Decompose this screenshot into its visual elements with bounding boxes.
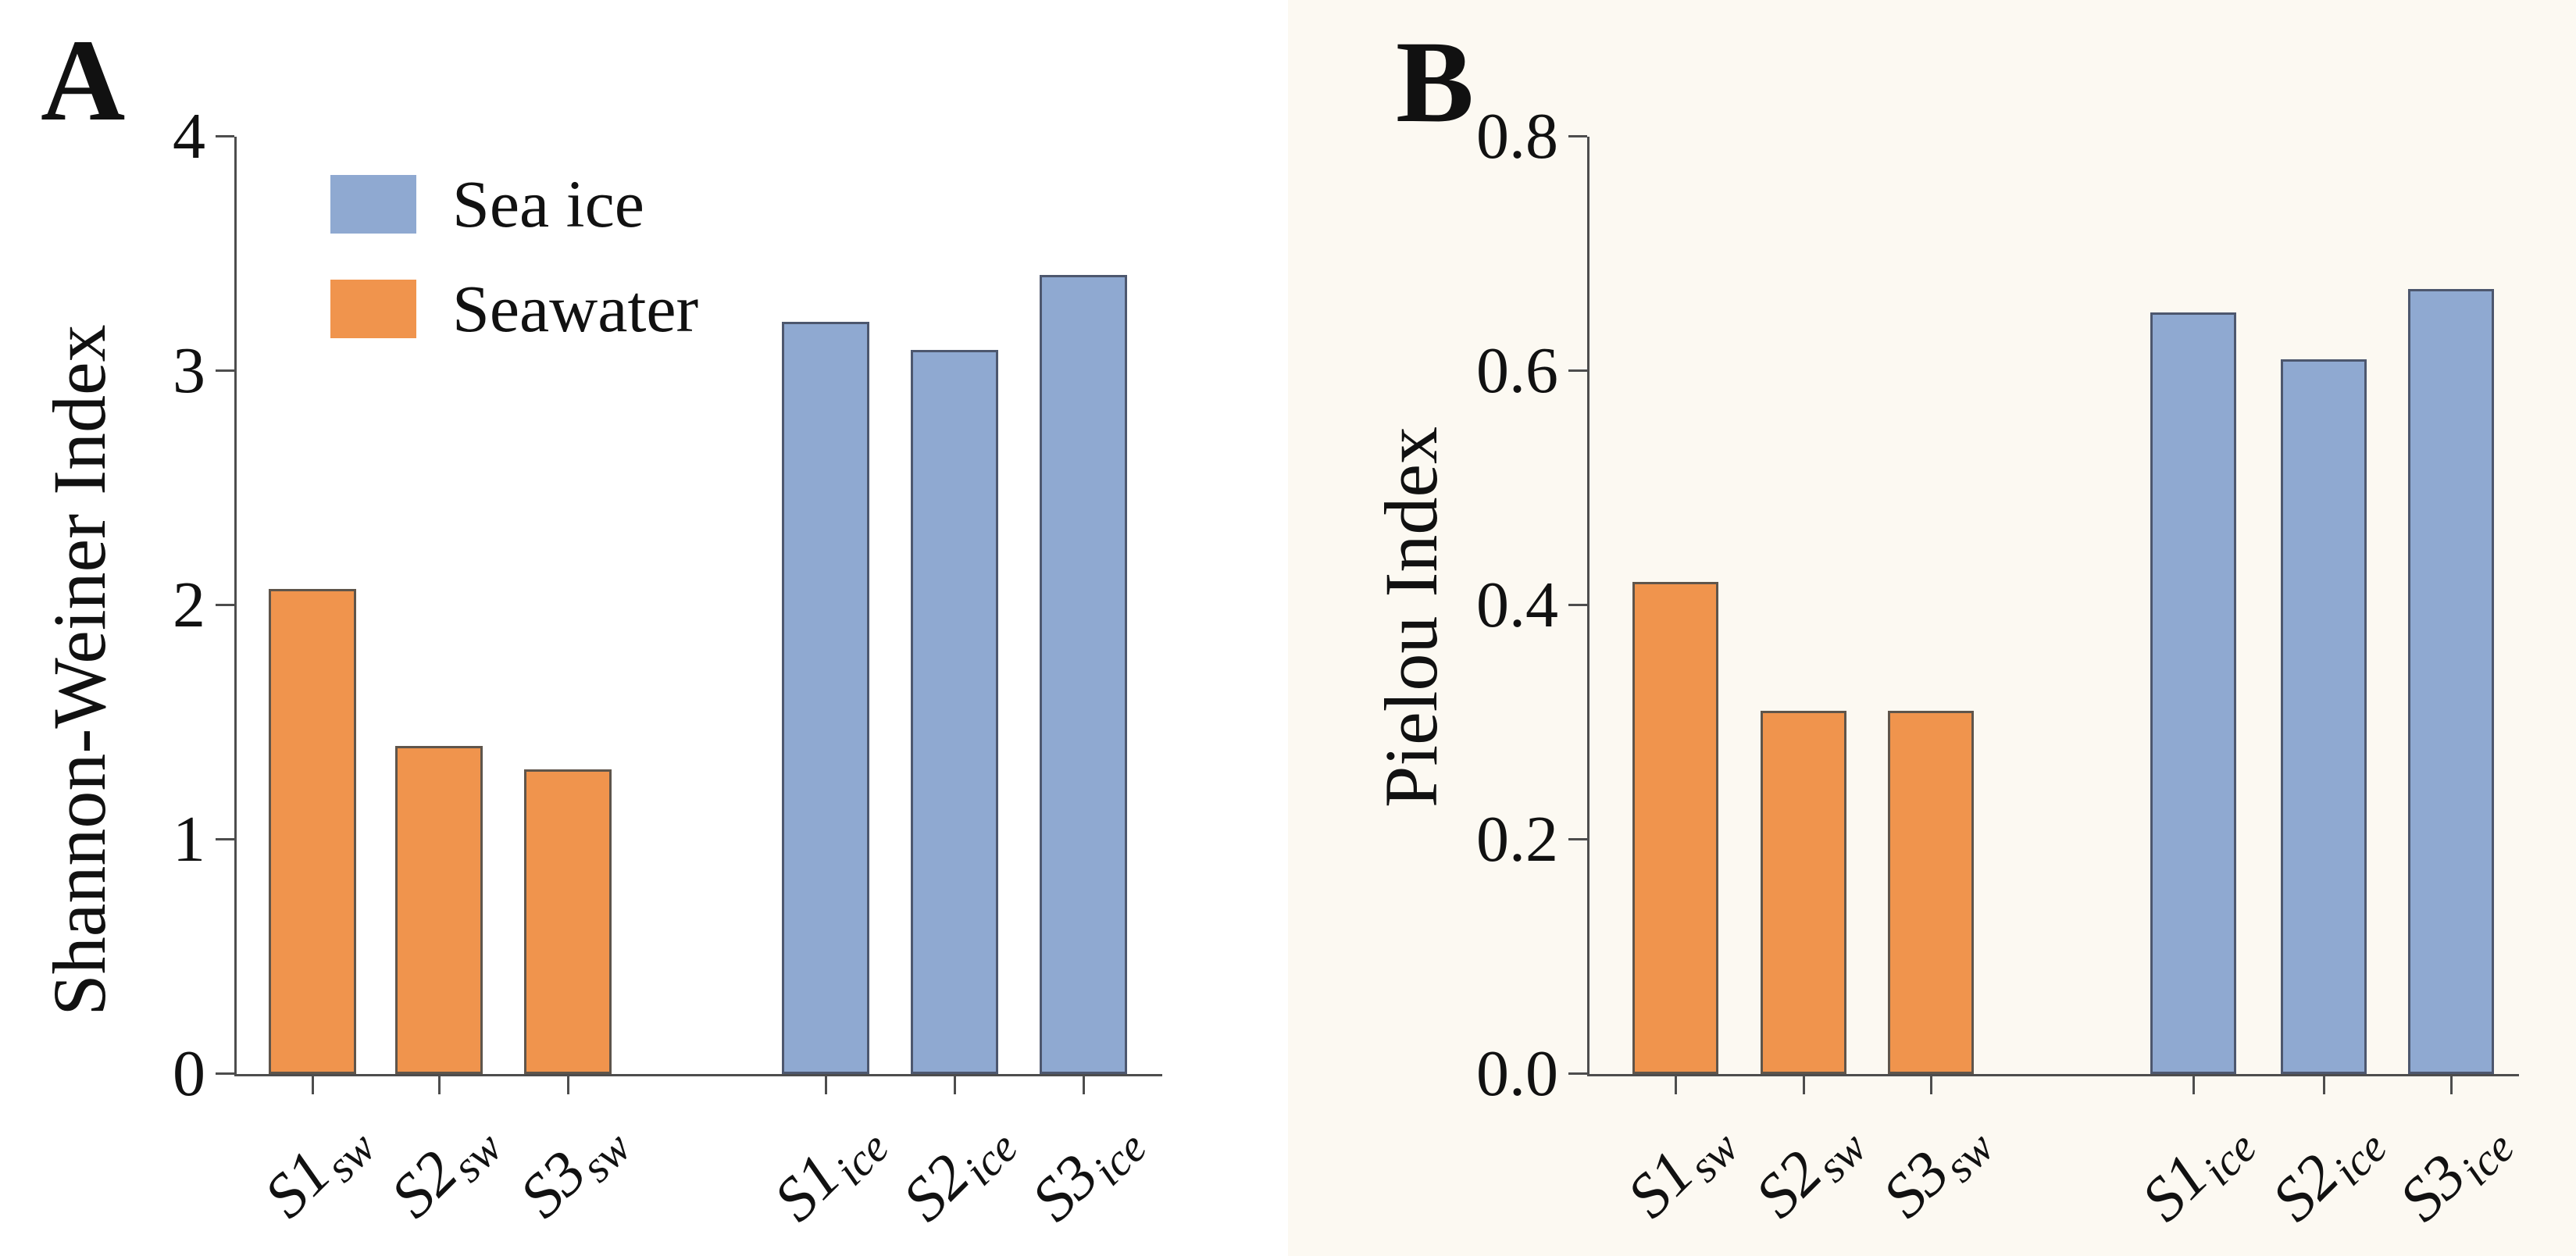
legend-label-sea-ice: Sea ice	[452, 166, 644, 241]
x-tick-mark	[311, 1074, 314, 1094]
x-tick-mark	[2322, 1074, 2325, 1094]
bar-S3ice	[1040, 275, 1127, 1074]
y-tick-mark	[1568, 369, 1587, 372]
y-tick-mark	[216, 369, 234, 372]
x-tick-mark	[1802, 1074, 1805, 1094]
x-tick-mark	[437, 1074, 441, 1094]
x-tick-mark	[2449, 1074, 2453, 1094]
y-tick-label: 2	[173, 569, 205, 641]
panel-A-plot-area: 0 1 2 3 4 S1sw S2sw S3sw S1ice S2ice S3ice	[173, 104, 1162, 1234]
x-tick-mark	[566, 1074, 569, 1094]
bar-S3sw	[524, 769, 612, 1074]
bar-S2ice	[2281, 359, 2367, 1074]
seawater-swatch	[330, 279, 416, 338]
legend-item-sea-ice: Sea ice	[330, 170, 698, 237]
y-tick-mark	[216, 1072, 234, 1075]
x-tick-mark	[2192, 1074, 2195, 1094]
y-tick-label: 4	[173, 100, 205, 173]
x-tick-mark	[1929, 1074, 1932, 1094]
y-tick-mark	[1568, 135, 1587, 137]
y-tick-mark	[216, 838, 234, 840]
bar-S2ice	[911, 350, 998, 1074]
y-tick-label: 0.8	[1476, 100, 1558, 173]
x-tick-mark	[1674, 1074, 1677, 1094]
x-tick-mark	[1082, 1074, 1085, 1094]
y-tick-mark	[1568, 1072, 1587, 1075]
y-tick-mark	[216, 135, 234, 137]
panel-A: A Shannon-Weiner Index 0 1 2 3 4 S1sw S2sw S3sw…	[37, 16, 1162, 1235]
x-tick-mark	[824, 1074, 827, 1094]
panel-B-label: B	[1396, 17, 1475, 147]
legend: Sea ice Seawater	[330, 170, 698, 342]
y-tick-label: 0.6	[1476, 334, 1558, 407]
sea-ice-swatch	[330, 174, 416, 234]
y-tick-label: 0	[173, 1037, 205, 1110]
y-tick-label: 0.4	[1476, 569, 1558, 641]
bar-S2sw	[395, 746, 483, 1074]
bar-S1sw	[1632, 582, 1718, 1074]
y-tick-mark	[1568, 604, 1587, 606]
panel-B: B Pielou Index 0.0 0.2 0.4 0.6 0.8 S1sw S2sw S3…	[1288, 0, 2576, 1256]
legend-item-seawater: Seawater	[330, 275, 698, 342]
bar-S2sw	[1761, 711, 1846, 1074]
bar-S1sw	[269, 589, 356, 1074]
panel-B-plot-area: 0.0 0.2 0.4 0.6 0.8 S1sw S2sw S3sw S1ice S2ice S3i…	[1476, 104, 2524, 1235]
y-tick-label: 0.0	[1476, 1037, 1558, 1110]
x-tick-mark	[953, 1074, 956, 1094]
y-tick-label: 3	[173, 334, 205, 407]
y-tick-mark	[216, 604, 234, 606]
bar-S3sw	[1888, 711, 1974, 1074]
bar-S1ice	[2150, 312, 2236, 1074]
bar-S3ice	[2408, 289, 2494, 1074]
panel-A-y-axis-title: Shannon-Weiner Index	[37, 324, 121, 1016]
legend-label-seawater: Seawater	[452, 271, 699, 346]
bar-S1ice	[782, 322, 869, 1074]
panel-A-label: A	[41, 16, 126, 145]
y-tick-mark	[1568, 838, 1587, 840]
y-tick-label: 1	[173, 803, 205, 876]
y-tick-label: 0.2	[1476, 803, 1558, 876]
